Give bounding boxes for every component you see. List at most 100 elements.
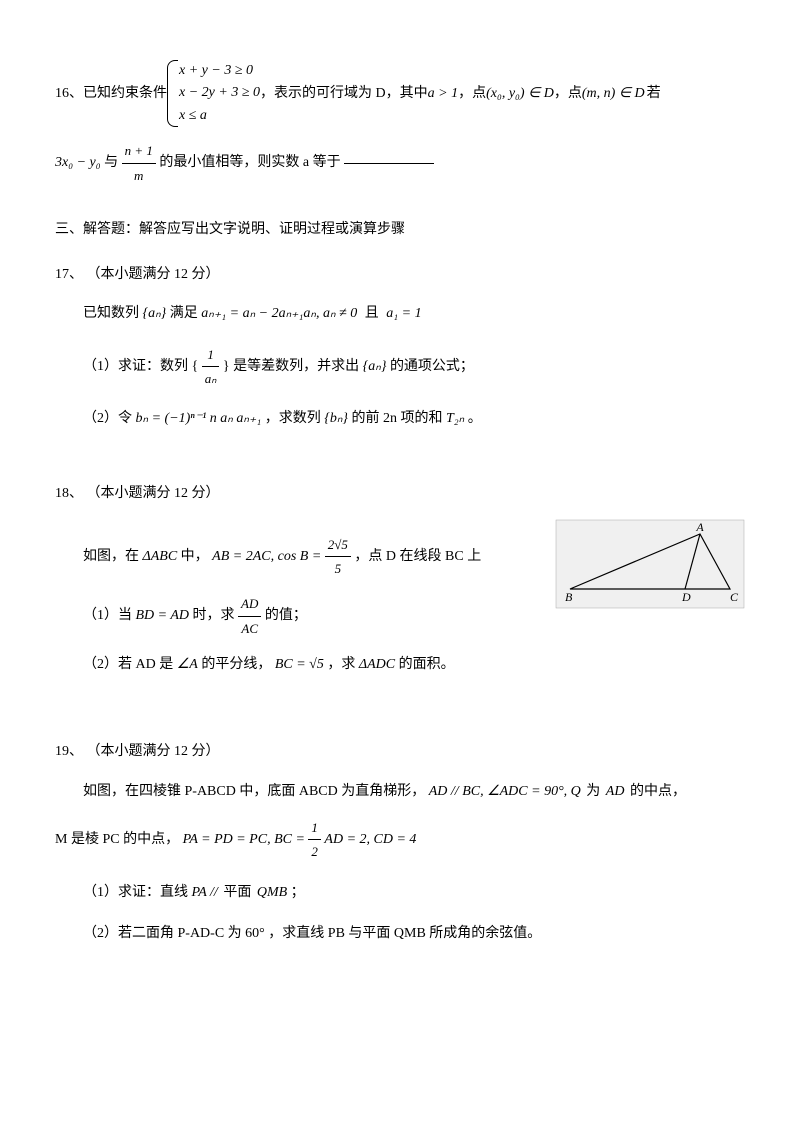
q18-p1: （1）当 BD = AD 时，求 AD AC 的值； <box>55 592 535 640</box>
q18-frac-num: 2√5 <box>325 533 351 557</box>
q19-l2-frac: 1 2 <box>308 816 321 864</box>
q18-p1-mid: 时，求 <box>193 609 235 624</box>
q19-l2-frac-den: 2 <box>308 840 321 863</box>
q17-p1-tail: 的通项公式； <box>390 359 474 374</box>
q16-sys2: x − 2y + 3 ≥ 0 <box>179 82 260 104</box>
problem-19: 19、 （本小题满分 12 分） 如图，在四棱锥 P-ABCD 中，底面 ABC… <box>55 739 745 946</box>
q18-ab: AB = 2AC, cos B = <box>212 549 321 564</box>
q17-p1-frac-den: aₙ <box>202 367 220 390</box>
q19-l1-tail: 为 <box>586 784 600 799</box>
q19-p1-tail: ； <box>291 885 305 900</box>
q18-p2: （2）若 AD 是 ∠A 的平分线， BC = √5 ，求 ΔADC 的面积。 <box>55 652 535 677</box>
q17-p1: （1）求证：数列 { 1 aₙ } 是等差数列，并求出 {aₙ} 的通项公式； <box>55 343 745 391</box>
q18-p1-pre: （1）当 <box>83 609 132 624</box>
q17-p2-bn: bₙ = (−1)ⁿ⁻¹ n aₙ aₙ₊₁ <box>136 411 262 426</box>
q18-p2-mid: 的平分线， <box>201 657 271 672</box>
q16-mid: ，表示的可行域为 D，其中 <box>260 81 428 106</box>
q19-p2-tail: ，求直线 PB 与平面 QMB 所成角的余弦值。 <box>268 926 541 941</box>
q16-tail: 的最小值相等，则实数 a 等于 <box>159 155 340 170</box>
q17-p2-mid2: 的前 2n 项的和 <box>352 411 443 426</box>
q18-frac: 2√5 5 <box>325 533 351 581</box>
q16-blank <box>344 163 434 164</box>
q17-given-pre: 已知数列 <box>83 306 139 321</box>
q16-line2: 3x₀ − y₀ 与 n + 1 m 的最小值相等，则实数 a 等于 <box>55 139 745 187</box>
q17-and: 且 <box>365 306 379 321</box>
q16-prefix: 已知约束条件 <box>83 81 167 106</box>
q19-p1: （1）求证：直线 PA // 平面 QMB ； <box>55 880 745 905</box>
q18-given: 如图，在 ΔABC 中， AB = 2AC, cos B = 2√5 5 ，点 … <box>55 533 535 581</box>
label-c: C <box>730 590 739 604</box>
q17-given-mid: 满足 <box>170 306 198 321</box>
problem-18: 18、 （本小题满分 12 分） 如图，在 ΔABC 中， AB = 2AC, … <box>55 481 745 689</box>
q16-frac: n + 1 m <box>122 139 156 187</box>
triangle-figure: A B C D <box>555 519 745 618</box>
q18-given-tail: ，点 D 在线段 BC 上 <box>354 549 481 564</box>
q16-mid3: ，点 <box>554 81 582 106</box>
q19-p1-pa: PA // <box>192 885 218 900</box>
q18-p1-tail: 的值； <box>265 609 307 624</box>
q18-header: 18、 （本小题满分 12 分） <box>55 481 745 506</box>
q17-given: 已知数列 {aₙ} 满足 aₙ₊₁ = aₙ − 2aₙ₊₁aₙ, aₙ ≠ 0… <box>55 301 745 326</box>
q16-sys1: x + y − 3 ≥ 0 <box>179 60 260 82</box>
q18-p1-frac-num: AD <box>238 592 261 616</box>
q17-p2-mid: ，求数列 <box>265 411 321 426</box>
label-d: D <box>681 590 691 604</box>
q19-l1-pre: 如图，在四棱锥 P-ABCD 中，底面 ABCD 为直角梯形， <box>83 784 425 799</box>
q19-p2-angle: 60° <box>245 926 265 941</box>
q18-body-row: 如图，在 ΔABC 中， AB = 2AC, cos B = 2√5 5 ，点 … <box>55 519 745 690</box>
q16-line1: 16、 已知约束条件 x + y − 3 ≥ 0 x − 2y + 3 ≥ 0 … <box>55 60 745 127</box>
q19-l2-pre: M 是棱 PC 的中点， <box>55 832 179 847</box>
q19-l1-ad: AD <box>606 784 625 799</box>
q19-p2: （2）若二面角 P-AD-C 为 60° ，求直线 PB 与平面 QMB 所成角… <box>55 921 745 946</box>
q17-p2-T: T₂ₙ <box>446 411 464 426</box>
q17-p2: （2）令 bₙ = (−1)ⁿ⁻¹ n aₙ aₙ₊₁ ，求数列 {bₙ} 的前… <box>55 406 745 431</box>
label-a: A <box>695 520 704 534</box>
q18-text-col: 如图，在 ΔABC 中， AB = 2AC, cos B = 2√5 5 ，点 … <box>55 519 535 690</box>
q18-frac-den: 5 <box>325 557 351 580</box>
q19-p1-mid: 平面 <box>223 885 251 900</box>
q18-num: 18、 <box>55 486 83 501</box>
section3-title: 三、解答题：解答应写出文字说明、证明过程或演算步骤 <box>55 217 745 242</box>
q16-mid4: 若 <box>647 81 661 106</box>
q19-l2-frac-num: 1 <box>308 816 321 840</box>
q18-given-mid: 中， <box>181 549 209 564</box>
q16-frac-num: n + 1 <box>122 139 156 163</box>
q19-l1-cond: AD // BC, ∠ADC = 90°, Q <box>429 784 581 799</box>
q16-pt1: (x₀, y₀) ∈ D <box>486 81 554 106</box>
q19-p1-qmb: QMB <box>257 885 287 900</box>
q17-p1-frac-num: 1 <box>202 343 220 367</box>
q17-p1-seq: {aₙ} <box>363 359 387 374</box>
q19-header: 19、 （本小题满分 12 分） <box>55 739 745 764</box>
q18-p2-tail: 的面积。 <box>399 657 455 672</box>
problem-16: 16、 已知约束条件 x + y − 3 ≥ 0 x − 2y + 3 ≥ 0 … <box>55 60 745 187</box>
q16-pt2: (m, n) ∈ D <box>582 81 645 106</box>
q16-num: 16、 <box>55 81 83 106</box>
q18-p1-cond: BD = AD <box>136 609 190 624</box>
q17-seq: {aₙ} <box>143 306 167 321</box>
q18-p2-pre: （2）若 AD 是 <box>83 657 173 672</box>
q17-p1-mid: 是等差数列，并求出 <box>233 359 359 374</box>
q19-p2-pre: （2）若二面角 P-AD-C 为 <box>83 926 242 941</box>
q18-p2-angle: ∠A <box>177 657 198 672</box>
q19-l1: 如图，在四棱锥 P-ABCD 中，底面 ABCD 为直角梯形， AD // BC… <box>55 779 745 804</box>
q16-sys3: x ≤ a <box>179 105 260 127</box>
q18-p2-tri: ΔADC <box>359 657 395 672</box>
q19-p1-pre: （1）求证：直线 <box>83 885 188 900</box>
q17-p1-frac: 1 aₙ <box>202 343 220 391</box>
q16-expr1: 3x₀ − y₀ <box>55 155 101 170</box>
q18-p2-mid2: ，求 <box>327 657 355 672</box>
q17-p2-pre: （2）令 <box>83 411 132 426</box>
q18-given-pre: 如图，在 <box>83 549 139 564</box>
q19-l2-eq-b: AD = 2, CD = 4 <box>324 832 416 847</box>
q17-header: 17、 （本小题满分 12 分） <box>55 262 745 287</box>
q19-l2: M 是棱 PC 的中点， PA = PD = PC, BC = 1 2 AD =… <box>55 816 745 864</box>
q17-rec: aₙ₊₁ = aₙ − 2aₙ₊₁aₙ, aₙ ≠ 0 <box>201 306 357 321</box>
problem-17: 17、 （本小题满分 12 分） 已知数列 {aₙ} 满足 aₙ₊₁ = aₙ … <box>55 262 745 431</box>
q17-header-text: （本小题满分 12 分） <box>87 267 220 282</box>
triangle-svg: A B C D <box>555 519 745 609</box>
q18-p1-frac-den: AC <box>238 617 261 640</box>
q18-tri: ΔABC <box>143 549 178 564</box>
q17-num: 17、 <box>55 267 83 282</box>
q16-frac-den: m <box>122 164 156 187</box>
q17-p2-seq: {bₙ} <box>324 411 348 426</box>
